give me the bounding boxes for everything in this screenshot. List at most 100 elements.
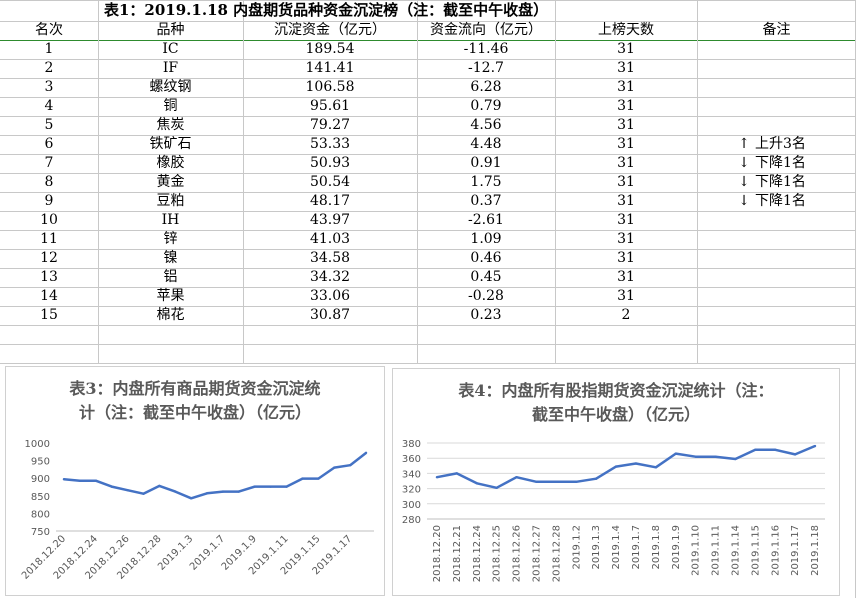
arrow-down-icon: ↓ [738,155,750,171]
table-cell-name: 黄金 [156,174,185,190]
table-cell-name: 镍 [163,250,178,266]
column-header: 资金流向（亿元） [430,22,542,38]
row-divider [0,97,856,98]
table-cell-note [697,249,856,268]
table-cell-note [697,268,856,287]
data-point [614,465,618,468]
table-cell-days: 31 [617,231,635,247]
x-tick-label: 2019.1.10 [691,525,702,576]
row-divider [0,325,856,326]
column-divider [555,0,556,363]
index-chart-svg: 280 300 320 340 360 380 2018.12.20 2018.12.21 20… [402,439,825,582]
y-tick-label: 950 [31,457,50,468]
table-cell-days: 31 [617,269,635,285]
table-cell-note [697,211,856,230]
column-header: 沉淀资金（亿元） [274,22,386,38]
data-point [285,485,288,488]
row-divider [0,306,856,307]
data-point [734,457,737,461]
table-cell-flow: 1.75 [470,174,502,190]
table-cell-flow: 1.09 [470,231,502,247]
data-point [333,466,336,469]
column-divider [697,0,698,363]
table-cell-rank: 12 [40,250,58,266]
table-cell-note [697,40,856,59]
data-point [634,462,638,465]
table-cell-name: 橡胶 [156,155,185,171]
table-cell-rank: 10 [40,212,58,228]
data-point [555,480,558,483]
table-cell-name: IC [162,41,179,57]
table-cell-name: 铝 [163,269,178,285]
row-divider [0,344,856,345]
table-cell-capital: 189.54 [305,41,355,57]
table-cell-flow: 4.56 [470,117,502,133]
table-cell-rank: 8 [44,174,54,190]
x-tick-label: 2018.12.25 [492,525,503,582]
table-cell-name: 铁矿石 [149,136,192,152]
data-point [348,463,352,467]
table-cell-capital: 50.54 [309,174,351,190]
commodity-chart-title: 表3：内盘所有商品期货资金沉淀统 计（注：截至中午收盘）（亿元） [6,377,384,425]
x-tick-label: 2019.1.3 [591,525,602,570]
series-line [436,444,816,490]
commodity-chart[interactable]: 表3：内盘所有商品期货资金沉淀统 计（注：截至中午收盘）（亿元） 750 800 8… [5,366,385,596]
table-cell-rank: 14 [40,288,58,304]
table-cell-capital: 43.97 [309,212,351,228]
y-tick-label: 300 [402,500,421,511]
table-cell-days: 31 [617,193,635,209]
data-point [714,455,717,458]
x-tick-label: 2019.1.18 [810,525,821,576]
table-cell-flow: -2.61 [468,212,504,228]
table-cell-name: 苹果 [156,288,185,304]
table-cell-capital: 50.93 [309,155,351,171]
table-cell-rank: 5 [44,117,54,133]
table-cell-days: 2 [621,307,631,323]
table-cell-flow: -11.46 [463,41,509,57]
table-cell-note [697,59,856,78]
y-tick-label: 900 [31,474,50,485]
index-chart[interactable]: 表4：内盘所有股指期货资金沉淀统计（注： 截至中午收盘）（亿元） 280 300 3… [392,368,840,596]
column-header: 上榜天数 [598,22,654,38]
data-point [317,477,320,480]
x-tick-label: 2018.12.28 [551,525,562,582]
row-divider [0,135,856,136]
data-point [754,448,757,452]
table-cell-days: 31 [617,60,635,76]
table-cell-rank: 6 [44,136,54,152]
table-cell-flow: 4.48 [470,136,502,152]
y-tick-label: 360 [402,454,421,465]
table-cell-flow: 0.46 [470,250,502,266]
table-cell-days: 31 [617,136,635,152]
table-cell-capital: 34.58 [309,250,351,266]
data-point [515,476,518,479]
data-point [205,492,209,495]
arrow-down-icon: ↓ [738,174,750,190]
table-cell-name: 铜 [163,98,178,114]
table-title-text: 表1：2019.1.18 内盘期货品种资金沉淀榜（注：截至中午收盘） [104,1,549,19]
table-cell-note: 上升3名 [755,136,806,152]
row-divider [0,0,856,1]
table-cell-days: 31 [617,288,635,304]
table-cell-capital: 141.41 [305,60,355,76]
table-title: 表1：2019.1.18 内盘期货品种资金沉淀榜（注：截至中午收盘） [0,0,856,21]
data-point [189,497,193,500]
x-tick-label: 2018.12.20 [432,525,443,582]
x-tick-label: 2019.1.14 [730,525,741,576]
table-cell-rank: 9 [44,193,54,209]
y-tick-label: 340 [402,469,421,480]
table-cell-days: 31 [617,98,635,114]
table-cell-name: 棉花 [156,307,185,323]
table-cell-note [697,230,856,249]
table-cell-name: IH [161,212,180,228]
table-cell-rank: 1 [44,41,54,57]
table-cell-capital: 41.03 [309,231,351,247]
row-divider [0,78,856,79]
table-cell-days: 31 [617,79,635,95]
index-chart-title-line2: 截至中午收盘）（亿元） [531,405,700,424]
table-cell-rank: 7 [44,155,54,171]
table-cell-capital: 34.32 [309,269,351,285]
index-chart-title: 表4：内盘所有股指期货资金沉淀统计（注： 截至中午收盘）（亿元） [393,379,839,427]
data-point [674,452,677,455]
